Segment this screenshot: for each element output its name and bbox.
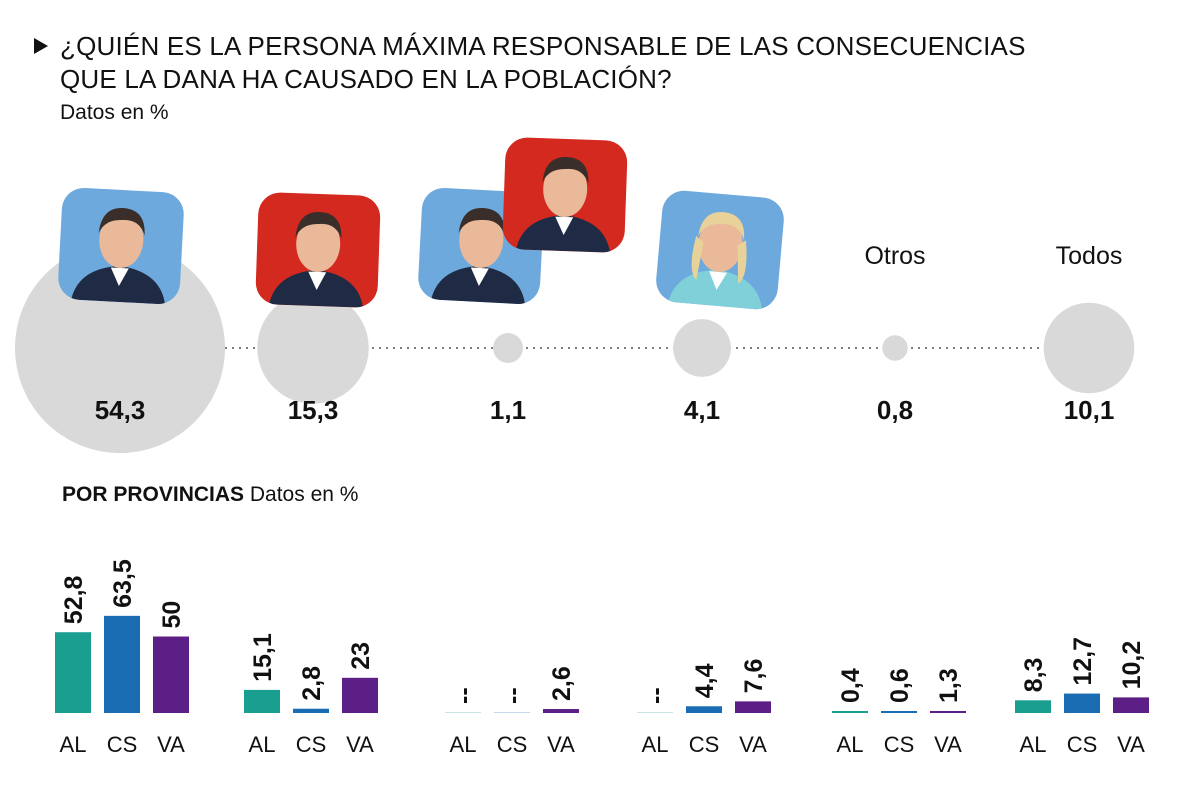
bubble-value-label: 1,1 <box>489 395 527 425</box>
bar-al <box>1015 700 1051 713</box>
chart-title: ¿QUIÉN ES LA PERSONA MÁXIMA RESPONSABLE … <box>34 30 1026 96</box>
bar-va <box>930 711 966 713</box>
bar-cs <box>881 711 917 713</box>
bar-va <box>153 636 189 713</box>
bar-value-label: -- <box>499 687 527 704</box>
photo-tile-red-man <box>255 191 381 309</box>
bar-value-label: 52,8 <box>60 575 88 624</box>
bar-value-label: 7,6 <box>740 659 768 694</box>
bar-value-label: 15,1 <box>249 633 277 682</box>
bar-group-3: -- AL -- CS 2,6 VA <box>445 666 579 757</box>
bar-al <box>244 689 280 713</box>
bar-va <box>543 709 579 713</box>
bar-value-label: 8,3 <box>1020 658 1048 693</box>
bar-group-2: 15,1 AL 2,8 CS 23 VA <box>244 633 378 757</box>
bubble-value-label: 54,3 <box>94 395 146 425</box>
bubble-label-otros: Otros <box>864 242 926 270</box>
bar-value-label: 10,2 <box>1118 641 1146 690</box>
bar-value-label: -- <box>642 687 670 704</box>
bubble-value-label: 4,1 <box>683 395 721 425</box>
photo-tile-red-man-2 <box>502 136 628 254</box>
bar-category-label: CS <box>884 732 915 757</box>
bubble-value-label: 10,1 <box>1063 395 1115 425</box>
bar-value-label: 2,6 <box>548 666 576 701</box>
bar-al <box>832 711 868 713</box>
bar-category-label: AL <box>1020 732 1047 757</box>
triangle-bullet-icon <box>34 38 48 54</box>
bar-group-1: 52,8 AL 63,5 CS 50 VA <box>55 559 189 757</box>
bar-category-label: VA <box>934 732 962 757</box>
section-title: POR PROVINCIAS <box>62 483 245 506</box>
bar-value-label: 12,7 <box>1069 637 1097 686</box>
photo-tile-blue-man-2 <box>417 186 545 306</box>
section-subtitle: Datos en % <box>249 483 359 506</box>
bar-value-label: -- <box>450 687 478 704</box>
bar-category-label: AL <box>642 732 669 757</box>
bubble-1 <box>257 292 369 404</box>
bar-category-label: CS <box>689 732 720 757</box>
bar-al <box>637 712 673 713</box>
bar-value-label: 63,5 <box>109 559 137 608</box>
bar-al <box>445 712 481 713</box>
bar-category-label: VA <box>157 732 185 757</box>
bar-cs <box>293 708 329 713</box>
bubble-3 <box>673 319 731 377</box>
bubble-label-todos: Todos <box>1055 242 1123 270</box>
bar-category-label: CS <box>497 732 528 757</box>
bar-category-label: VA <box>346 732 374 757</box>
title-line-2: QUE LA DANA HA CAUSADO EN LA POBLACIÓN? <box>60 64 672 94</box>
bar-al <box>55 632 91 713</box>
bar-value-label: 0,6 <box>886 668 914 703</box>
bar-cs <box>494 712 530 713</box>
bubble-4 <box>882 335 908 361</box>
bar-category-label: AL <box>60 732 87 757</box>
bar-value-label: 1,3 <box>935 668 963 703</box>
bar-value-label: 50 <box>158 601 186 629</box>
bar-group-4: -- AL 4,4 CS 7,6 VA <box>637 659 771 757</box>
bar-va <box>1113 697 1149 713</box>
photo-tile-blue-man <box>57 186 185 306</box>
bar-value-label: 2,8 <box>298 666 326 701</box>
bar-group-5: 0,4 AL 0,6 CS 1,3 VA <box>832 668 966 757</box>
bubble-value-label: 0,8 <box>876 395 914 425</box>
bar-category-label: CS <box>107 732 138 757</box>
bubble-2 <box>493 333 523 363</box>
bar-category-label: AL <box>249 732 276 757</box>
bar-va <box>342 677 378 713</box>
bubble-value-label: 15,3 <box>287 395 339 425</box>
bar-category-label: CS <box>1067 732 1098 757</box>
bar-category-label: CS <box>296 732 327 757</box>
bar-va <box>735 701 771 713</box>
bar-category-label: VA <box>1117 732 1145 757</box>
bar-cs <box>686 706 722 713</box>
bar-value-label: 4,4 <box>691 663 719 698</box>
photo-tile-blue-woman <box>654 188 786 312</box>
bar-category-label: AL <box>450 732 477 757</box>
bar-category-label: VA <box>547 732 575 757</box>
bar-value-label: 0,4 <box>837 668 865 703</box>
bar-cs <box>104 615 140 713</box>
bar-category-label: AL <box>837 732 864 757</box>
bar-value-label: 23 <box>347 642 375 670</box>
bar-cs <box>1064 693 1100 713</box>
bar-category-label: VA <box>739 732 767 757</box>
chart-subtitle: Datos en % <box>60 101 169 124</box>
bubble-5 <box>1043 302 1135 394</box>
section-heading: POR PROVINCIAS Datos en % <box>62 483 358 507</box>
title-line-1: ¿QUIÉN ES LA PERSONA MÁXIMA RESPONSABLE … <box>60 31 1026 61</box>
bar-group-6: 8,3 AL 12,7 CS 10,2 VA <box>1015 637 1149 757</box>
